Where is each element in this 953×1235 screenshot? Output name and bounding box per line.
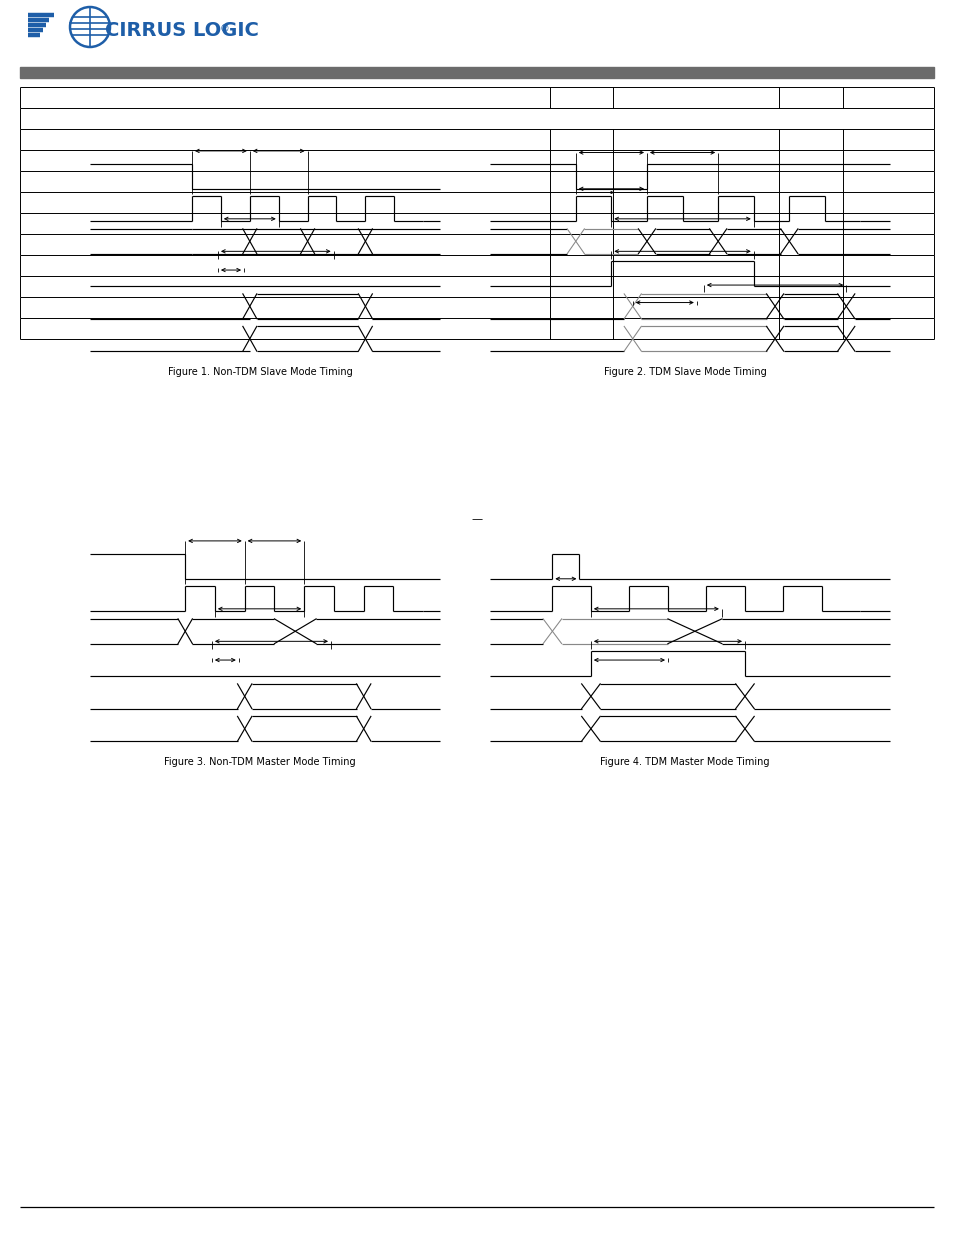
Text: ®: ® (220, 23, 230, 35)
Bar (20, 67, 933, 78)
Text: Figure 2. TDM Slave Mode Timing: Figure 2. TDM Slave Mode Timing (603, 367, 765, 377)
Text: Figure 4. TDM Master Mode Timing: Figure 4. TDM Master Mode Timing (599, 757, 769, 767)
Text: —: — (471, 514, 482, 524)
Text: CIRRUS LOGIC: CIRRUS LOGIC (105, 21, 258, 40)
Text: Figure 1. Non-TDM Slave Mode Timing: Figure 1. Non-TDM Slave Mode Timing (168, 367, 352, 377)
Text: Figure 3. Non-TDM Master Mode Timing: Figure 3. Non-TDM Master Mode Timing (164, 757, 355, 767)
